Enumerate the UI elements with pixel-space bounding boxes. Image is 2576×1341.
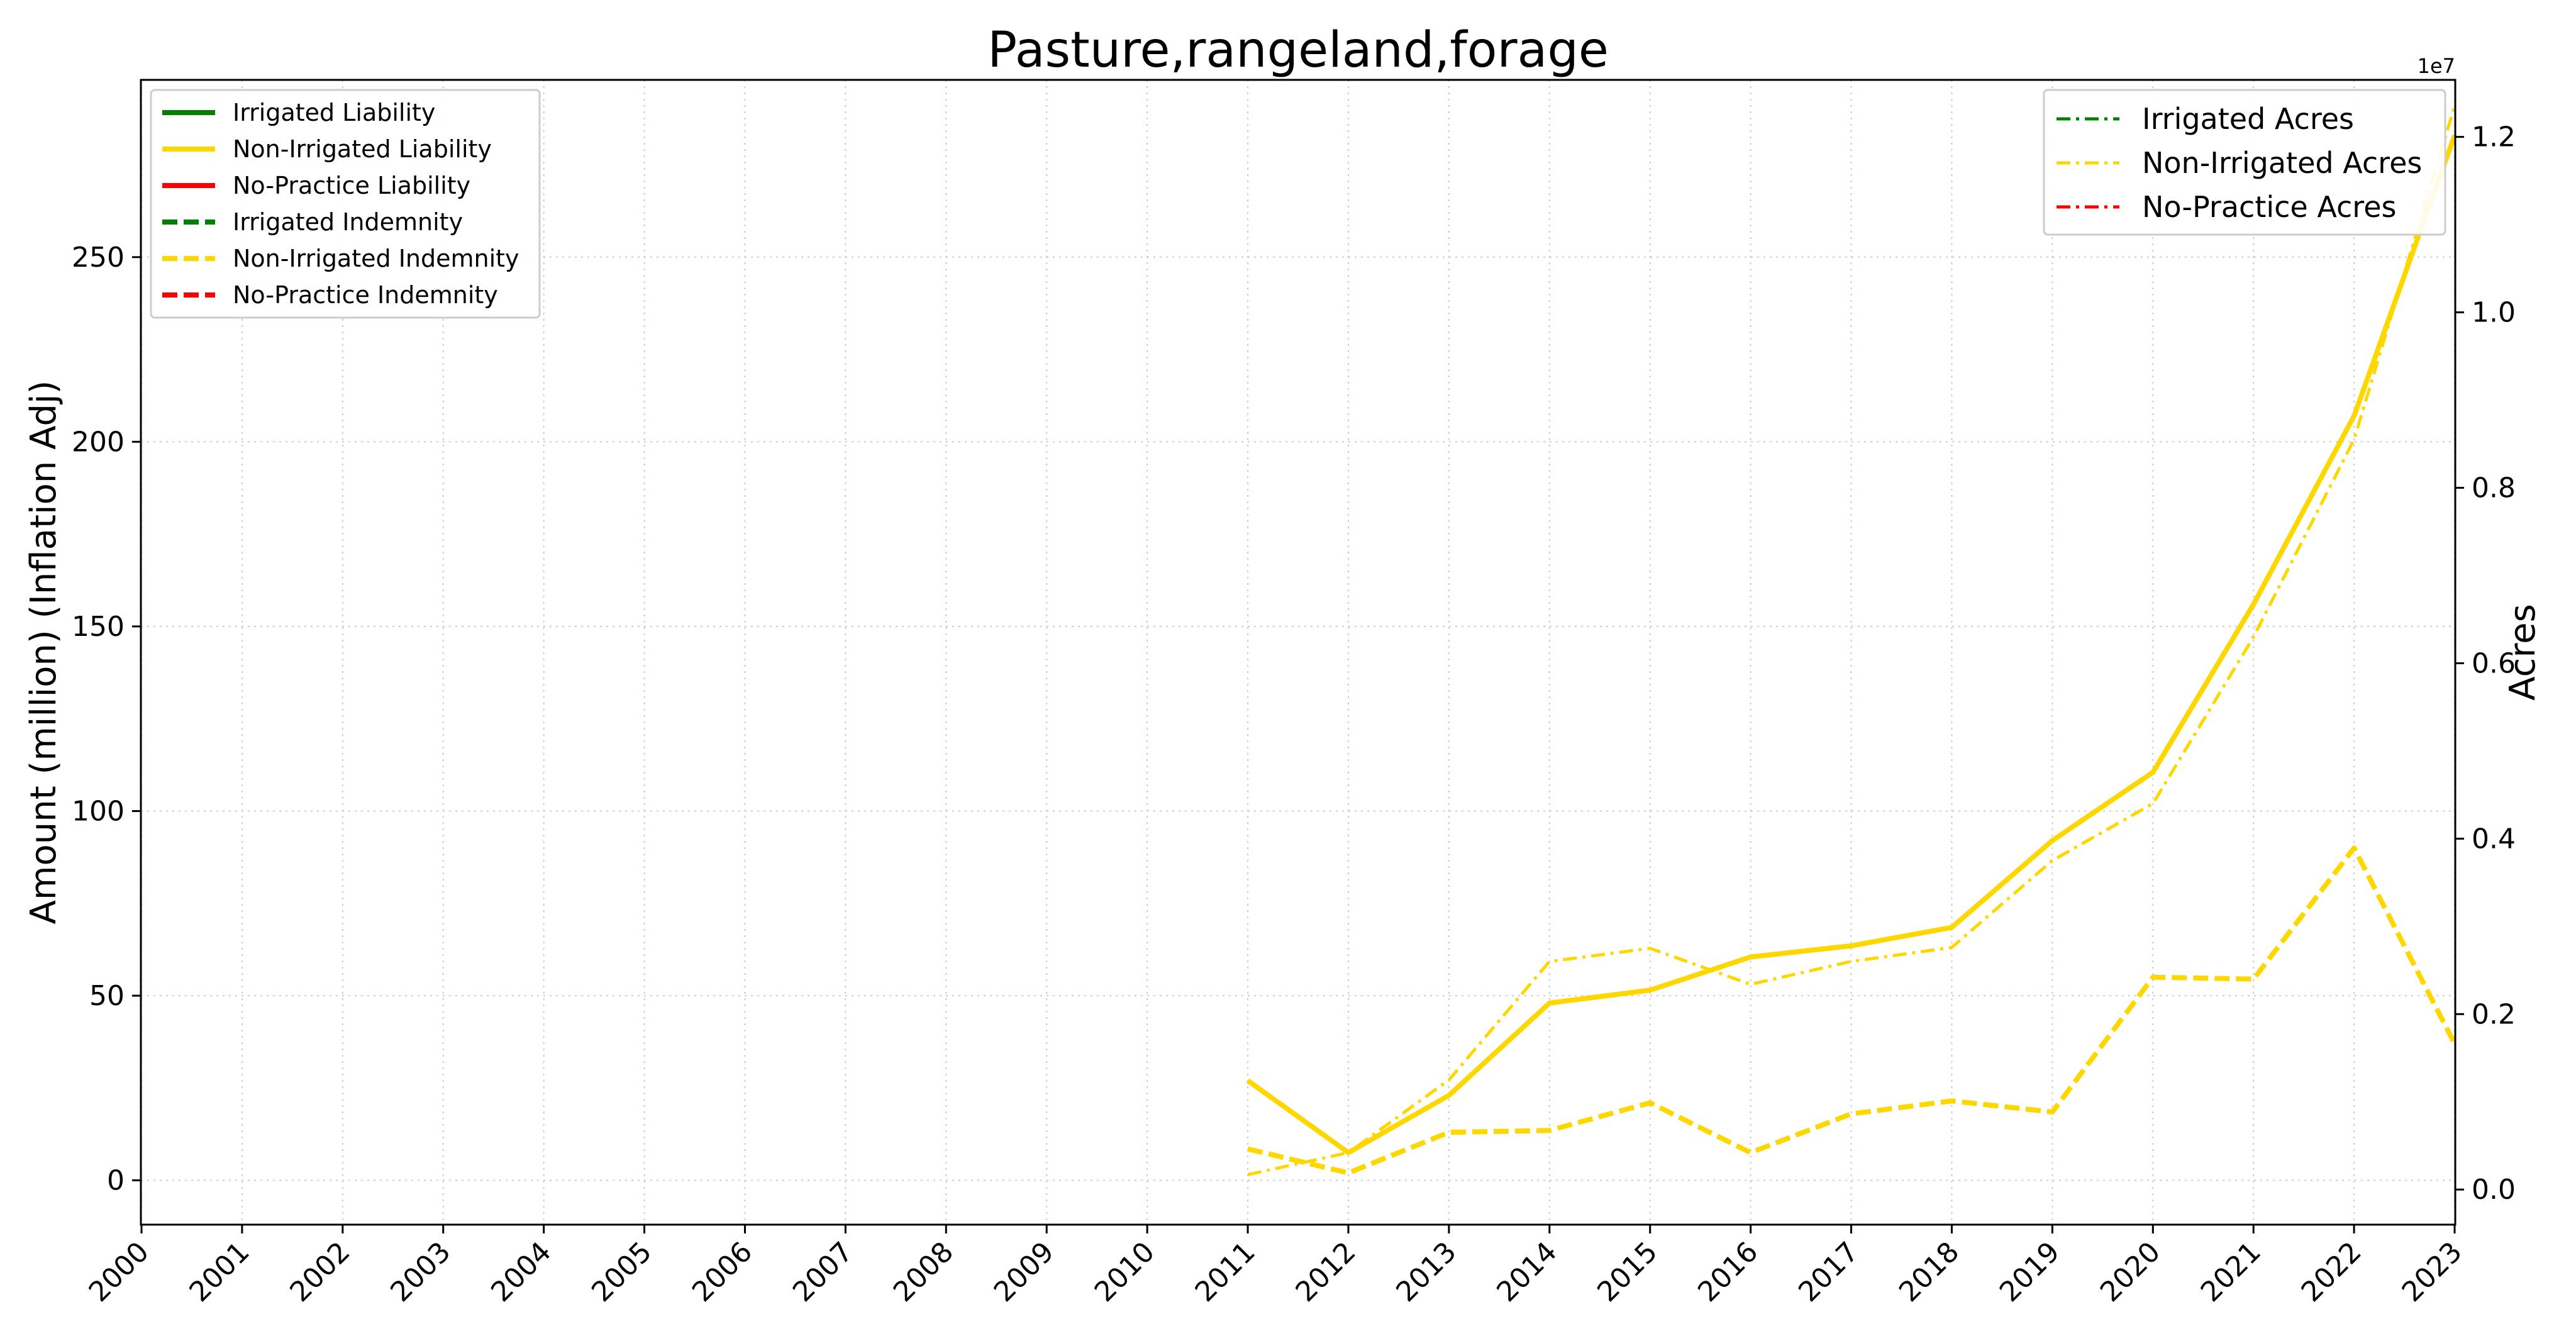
y-tick-label-right: 0.4 [2472, 823, 2516, 855]
x-tick-label: 2020 [2094, 1236, 2167, 1308]
x-tick-label: 2005 [586, 1236, 658, 1308]
x-tick-label: 2016 [1692, 1236, 1764, 1308]
x-tick-label: 2010 [1089, 1236, 1161, 1308]
x-tick-label: 2003 [384, 1236, 457, 1308]
legend-label: Non-Irrigated Acres [2142, 146, 2422, 180]
legend-label: Irrigated Acres [2142, 102, 2354, 136]
x-axis: 2000 2001 2002 2003 2004 2005 2006 2007 2008 2009… [83, 1225, 2468, 1308]
series-line-non-irrigated-acres [1247, 106, 2457, 1176]
x-tick-label: 2004 [485, 1236, 557, 1308]
x-tick-label: 2006 [686, 1236, 758, 1308]
x-tick-label: 2018 [1893, 1236, 1965, 1308]
y-axis-right: 0.0 0.2 0.4 0.6 0.8 1.0 1.2 [2455, 121, 2516, 1206]
y-tick-label-right: 0.2 [2472, 998, 2516, 1030]
x-tick-label: 2023 [2396, 1236, 2468, 1308]
y-axis-label-left: Amount (million) (Inflation Adj) [23, 381, 64, 925]
legend-label: No-Practice Indemnity [233, 281, 498, 309]
y-tick-label-left: 150 [72, 611, 125, 643]
x-tick-label: 2012 [1289, 1236, 1362, 1308]
x-tick-label: 2022 [2296, 1236, 2368, 1308]
legend-label: Irrigated Liability [233, 99, 435, 126]
y-axis-left: 0 50 100 150 200 250 [72, 242, 141, 1197]
y-tick-label-left: 50 [89, 980, 125, 1012]
x-tick-label: 2015 [1591, 1236, 1663, 1308]
x-tick-label: 2001 [183, 1236, 255, 1308]
x-tick-label: 2008 [887, 1236, 960, 1308]
legend-label: Non-Irrigated Indemnity [233, 245, 519, 272]
legend-right-box [2043, 89, 2446, 236]
y-tick-label-left: 250 [72, 242, 125, 274]
y-tick-label-right: 0.6 [2472, 647, 2516, 679]
plot-frame [140, 79, 2457, 1226]
right-axis-exponent: 1e7 [2418, 54, 2455, 78]
x-tick-label: 2007 [787, 1236, 859, 1308]
series-lines [1246, 106, 2457, 1176]
grid [141, 80, 2455, 1225]
legend-right: Irrigated Acres Non-Irrigated Acres No-Pra… [2043, 89, 2446, 236]
legend-left-box [150, 89, 541, 319]
y-tick-label-right: 1.2 [2472, 121, 2516, 153]
x-tick-label: 2019 [1994, 1236, 2066, 1308]
y-tick-label-right: 1.0 [2472, 297, 2516, 329]
legend-label: Non-Irrigated Liability [233, 135, 492, 163]
x-tick-label: 2017 [1792, 1236, 1865, 1308]
legend-label: No-Practice Liability [233, 172, 470, 199]
x-tick-label: 2013 [1390, 1236, 1462, 1308]
x-tick-label: 2000 [83, 1236, 155, 1308]
y-tick-label-left: 0 [107, 1165, 125, 1197]
x-tick-label: 2009 [988, 1236, 1060, 1308]
y-tick-label-right: 0.8 [2472, 472, 2516, 504]
x-tick-label: 2002 [284, 1236, 356, 1308]
series-line-non-irrigated-liability [1246, 134, 2457, 1155]
x-tick-label: 2014 [1491, 1236, 1563, 1308]
chart-title: Pasture,rangeland,forage [987, 22, 1609, 79]
legend-left: Irrigated Liability Non-Irrigated Liabili… [150, 89, 541, 319]
y-axis-label-right: Acres [2502, 604, 2543, 701]
y-tick-label-right: 0.0 [2472, 1174, 2516, 1206]
legend-label: No-Practice Acres [2142, 190, 2396, 224]
y-tick-label-left: 100 [72, 795, 125, 827]
y-tick-label-left: 200 [72, 426, 125, 458]
legend-label: Irrigated Indemnity [233, 208, 463, 236]
x-tick-label: 2021 [2195, 1236, 2267, 1308]
x-tick-label: 2011 [1189, 1236, 1262, 1308]
